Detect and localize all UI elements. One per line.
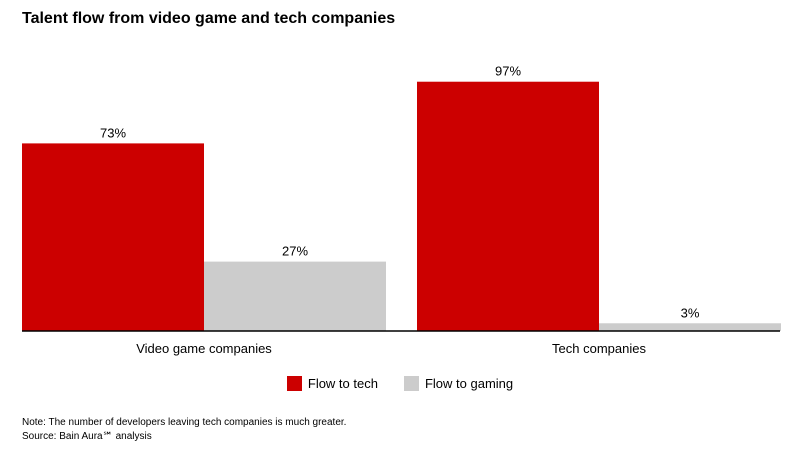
data-label-tech-companies-flow-to-tech: 97% [495, 64, 521, 79]
chart-source: Source: Bain Aura℠ analysis [22, 431, 152, 442]
legend-item-flow-to-gaming: Flow to gaming [403, 376, 514, 391]
bar-tech-companies-flow-to-gaming [599, 323, 781, 331]
chart-title: Talent flow from video game and tech com… [22, 10, 396, 27]
bars-layer [22, 81, 781, 332]
legend: Flow to tech Flow to gaming [0, 376, 800, 391]
legend-item-flow-to-tech: Flow to tech [286, 376, 378, 391]
chart-notes: Note: The number of developers leaving t… [22, 416, 346, 444]
bar-video-game-companies-flow-to-gaming [204, 261, 386, 331]
legend-label-flow-to-tech: Flow to tech [307, 376, 378, 391]
labels-layer: 73% 27% Video game companies 97% 3% Tech comp… [100, 64, 700, 356]
bar-video-game-companies-flow-to-tech [22, 143, 204, 331]
legend-swatch-flow-to-gaming [403, 376, 419, 391]
legend-swatch-flow-to-tech [286, 376, 302, 391]
category-label-video-game-companies: Video game companies [136, 341, 272, 356]
chart-note: Note: The number of developers leaving t… [22, 417, 347, 428]
legend-label-flow-to-gaming: Flow to gaming [424, 376, 514, 391]
data-label-video-game-companies-flow-to-tech: 73% [100, 125, 126, 140]
bar-tech-companies-flow-to-tech [417, 81, 599, 332]
category-label-tech-companies: Tech companies [552, 341, 646, 356]
data-label-tech-companies-flow-to-gaming: 3% [681, 305, 700, 320]
data-label-video-game-companies-flow-to-gaming: 27% [282, 244, 308, 259]
